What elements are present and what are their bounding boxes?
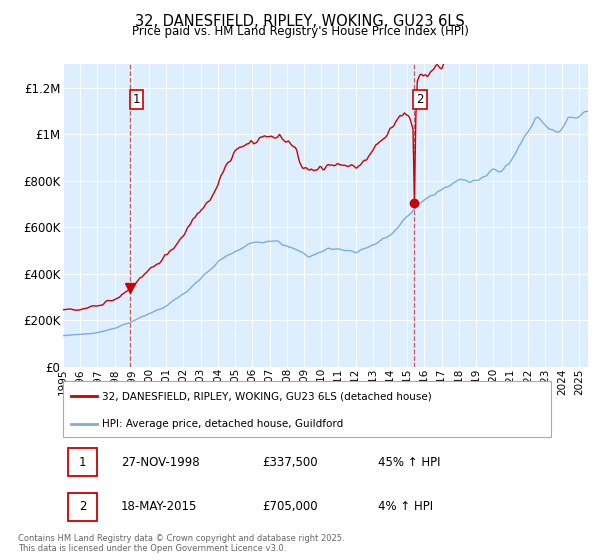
Text: Contains HM Land Registry data © Crown copyright and database right 2025.
This d: Contains HM Land Registry data © Crown c…: [18, 534, 344, 553]
Text: 32, DANESFIELD, RIPLEY, WOKING, GU23 6LS (detached house): 32, DANESFIELD, RIPLEY, WOKING, GU23 6LS…: [103, 391, 432, 402]
Text: 27-NOV-1998: 27-NOV-1998: [121, 456, 199, 469]
Text: Price paid vs. HM Land Registry's House Price Index (HPI): Price paid vs. HM Land Registry's House …: [131, 25, 469, 38]
FancyBboxPatch shape: [68, 493, 97, 521]
Text: 1: 1: [79, 456, 86, 469]
FancyBboxPatch shape: [63, 381, 551, 437]
Text: £337,500: £337,500: [263, 456, 318, 469]
Text: 18-MAY-2015: 18-MAY-2015: [121, 501, 197, 514]
Text: £705,000: £705,000: [263, 501, 318, 514]
Text: 4% ↑ HPI: 4% ↑ HPI: [378, 501, 433, 514]
Text: 1: 1: [133, 93, 140, 106]
Text: 2: 2: [416, 93, 424, 106]
Text: HPI: Average price, detached house, Guildford: HPI: Average price, detached house, Guil…: [103, 419, 344, 430]
Text: 45% ↑ HPI: 45% ↑ HPI: [378, 456, 440, 469]
FancyBboxPatch shape: [68, 448, 97, 477]
Text: 32, DANESFIELD, RIPLEY, WOKING, GU23 6LS: 32, DANESFIELD, RIPLEY, WOKING, GU23 6LS: [135, 14, 465, 29]
Text: 2: 2: [79, 501, 86, 514]
